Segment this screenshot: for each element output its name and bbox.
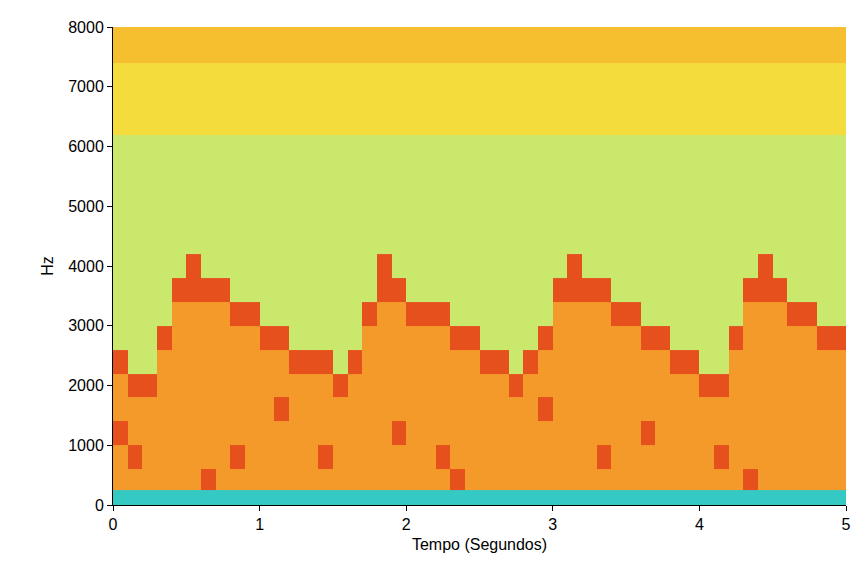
svg-text:Tempo (Segundos): Tempo (Segundos) xyxy=(412,536,547,553)
svg-text:5000: 5000 xyxy=(68,198,104,215)
svg-text:4: 4 xyxy=(695,516,704,533)
svg-text:Hz: Hz xyxy=(39,256,56,276)
svg-text:4000: 4000 xyxy=(68,258,104,275)
svg-text:3: 3 xyxy=(548,516,557,533)
svg-text:5: 5 xyxy=(842,516,851,533)
svg-text:2: 2 xyxy=(402,516,411,533)
svg-text:3000: 3000 xyxy=(68,317,104,334)
svg-text:1: 1 xyxy=(255,516,264,533)
svg-text:1000: 1000 xyxy=(68,437,104,454)
svg-text:0: 0 xyxy=(109,516,118,533)
svg-text:7000: 7000 xyxy=(68,78,104,95)
svg-text:0: 0 xyxy=(95,497,104,514)
svg-text:6000: 6000 xyxy=(68,138,104,155)
svg-text:8000: 8000 xyxy=(68,19,104,36)
svg-text:2000: 2000 xyxy=(68,377,104,394)
